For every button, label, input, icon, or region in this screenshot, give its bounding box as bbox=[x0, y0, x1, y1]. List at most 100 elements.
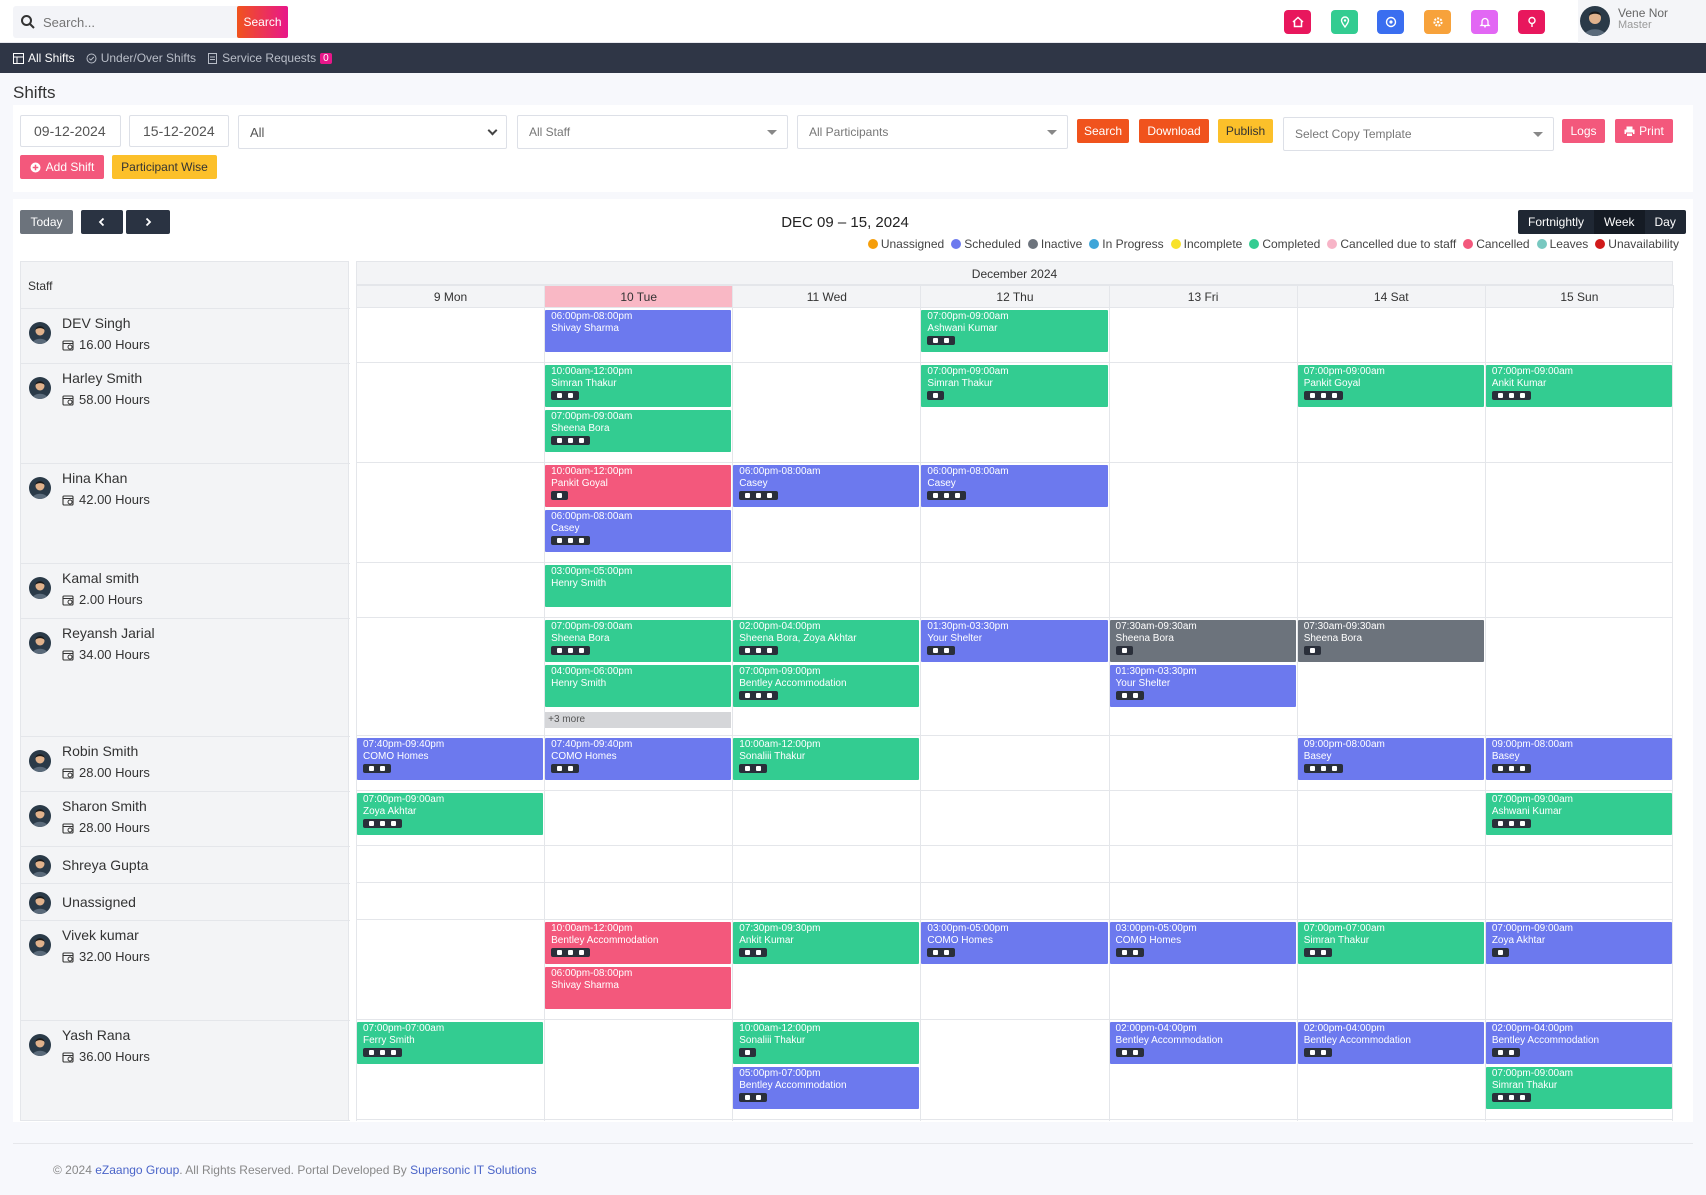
view-fortnightly[interactable]: Fortnightly bbox=[1528, 215, 1585, 229]
shift-status-icons bbox=[551, 491, 569, 500]
next-week-button[interactable] bbox=[126, 210, 170, 234]
shift-card[interactable]: 07:00pm-09:00pm Bentley Accommodation bbox=[733, 665, 920, 707]
row-divider bbox=[356, 562, 1673, 563]
shift-card[interactable]: 06:00pm-08:00pm Shivay Sharma bbox=[545, 310, 732, 352]
shift-card[interactable]: 10:00am-12:00pm Bentley Accommodation bbox=[545, 922, 732, 964]
shift-card[interactable]: 02:00pm-04:00pm Bentley Accommodation bbox=[1109, 1022, 1296, 1064]
day-header: 9 Mon bbox=[356, 285, 546, 308]
home-icon[interactable] bbox=[1284, 10, 1311, 34]
staff-name[interactable]: Yash Rana bbox=[62, 1027, 131, 1043]
shift-card[interactable]: 06:00pm-08:00am Casey bbox=[733, 465, 920, 507]
add-shift-button[interactable]: Add Shift bbox=[20, 155, 104, 179]
shift-card[interactable]: 07:00pm-09:00am Sheena Bora bbox=[545, 620, 732, 662]
shift-card[interactable]: 07:00pm-09:00am Zoya Akhtar bbox=[357, 793, 544, 835]
shift-card[interactable]: 07:40pm-09:40pm COMO Homes bbox=[545, 738, 732, 780]
shift-card[interactable]: 02:00pm-04:00pm Bentley Accommodation bbox=[1297, 1022, 1484, 1064]
staff-select[interactable]: All Staff bbox=[517, 115, 788, 149]
shift-flag-icon bbox=[756, 493, 762, 498]
shift-card[interactable]: 07:00pm-09:00am Simran Thakur bbox=[1485, 1067, 1672, 1109]
bell-icon[interactable] bbox=[1471, 10, 1498, 34]
shift-card[interactable]: 07:30am-09:30am Sheena Bora bbox=[1297, 620, 1484, 662]
view-week[interactable]: Week bbox=[1594, 210, 1645, 234]
shift-card[interactable]: 07:00pm-09:00am Ashwani Kumar bbox=[1485, 793, 1672, 835]
staff-hours: 34.00 Hours bbox=[62, 647, 150, 662]
filter-search-button[interactable]: Search bbox=[1077, 119, 1129, 143]
staff-name[interactable]: Vivek kumar bbox=[62, 927, 139, 943]
shift-card[interactable]: 09:00pm-08:00am Basey bbox=[1485, 738, 1672, 780]
shift-card[interactable]: 07:30pm-09:30pm Ankit Kumar bbox=[733, 922, 920, 964]
shift-card[interactable]: 01:30pm-03:30pm Your Shelter bbox=[1109, 665, 1296, 707]
shift-status-icons bbox=[1491, 819, 1531, 828]
user-menu[interactable]: Vene Nor Master bbox=[1578, 0, 1706, 43]
shift-card[interactable]: 04:00pm-06:00pm Henry Smith bbox=[545, 665, 732, 707]
shift-card[interactable]: 06:00pm-08:00am Casey bbox=[545, 510, 732, 552]
shift-flag-icon bbox=[557, 766, 563, 771]
today-button[interactable]: Today bbox=[20, 210, 73, 234]
date-to-input[interactable]: 15-12-2024 bbox=[129, 115, 229, 147]
staff-name[interactable]: Kamal smith bbox=[62, 570, 140, 586]
search-button[interactable]: Search bbox=[237, 6, 288, 38]
shift-card[interactable]: 02:00pm-04:00pm Bentley Accommodation bbox=[1485, 1022, 1672, 1064]
pin-icon[interactable] bbox=[1518, 10, 1545, 34]
shift-participant: Bentley Accommodation bbox=[551, 935, 659, 946]
staff-name[interactable]: Sharon Smith bbox=[62, 798, 147, 814]
view-day[interactable]: Day bbox=[1654, 215, 1676, 229]
copy-template-select[interactable]: Select Copy Template bbox=[1283, 117, 1554, 151]
participants-select[interactable]: All Participants bbox=[797, 115, 1068, 149]
publish-button[interactable]: Publish bbox=[1218, 119, 1273, 143]
logs-button[interactable]: Logs bbox=[1562, 119, 1605, 143]
shift-card[interactable]: 07:00pm-07:00am Simran Thakur bbox=[1297, 922, 1484, 964]
tab-under-over-shifts[interactable]: Under/Over Shifts bbox=[86, 51, 196, 65]
shift-card[interactable]: 09:00pm-08:00am Basey bbox=[1297, 738, 1484, 780]
gear-icon[interactable] bbox=[1424, 10, 1451, 34]
shift-card[interactable]: 01:30pm-03:30pm Your Shelter bbox=[921, 620, 1108, 662]
shift-card[interactable]: 07:00pm-09:00am Pankit Goyal bbox=[1297, 365, 1484, 407]
shift-card[interactable]: 07:00pm-09:00am Ankit Kumar bbox=[1485, 365, 1672, 407]
row-divider bbox=[356, 1019, 1673, 1020]
shift-card[interactable]: 05:00pm-07:00pm Bentley Accommodation bbox=[733, 1067, 920, 1109]
company-link[interactable]: eZaango Group bbox=[95, 1163, 180, 1177]
shift-participant: Sheena Bora, Zoya Akhtar bbox=[739, 633, 857, 644]
shift-card[interactable]: 07:00pm-09:00am Simran Thakur bbox=[921, 365, 1108, 407]
shift-card[interactable]: 03:00pm-05:00pm COMO Homes bbox=[1109, 922, 1296, 964]
shift-card[interactable]: 07:00pm-09:00am Zoya Akhtar bbox=[1485, 922, 1672, 964]
location-icon[interactable] bbox=[1331, 10, 1358, 34]
more-shifts-link[interactable]: +3 more bbox=[545, 712, 732, 728]
shift-card[interactable]: 07:30am-09:30am Sheena Bora bbox=[1109, 620, 1296, 662]
staff-name[interactable]: DEV Singh bbox=[62, 315, 131, 331]
prev-week-button[interactable] bbox=[81, 210, 123, 234]
shift-flag-icon bbox=[745, 766, 751, 771]
shift-card[interactable]: 10:00am-12:00pm Simran Thakur bbox=[545, 365, 732, 407]
shift-card[interactable]: 06:00pm-08:00pm Shivay Sharma bbox=[545, 967, 732, 1009]
participant-wise-button[interactable]: Participant Wise bbox=[112, 155, 217, 179]
shift-flag-icon bbox=[579, 648, 585, 653]
shift-card[interactable]: 07:40pm-09:40pm COMO Homes bbox=[357, 738, 544, 780]
tab-service-requests[interactable]: Service Requests 0 bbox=[207, 51, 332, 65]
shift-card[interactable]: 10:00am-12:00pm Pankit Goyal bbox=[545, 465, 732, 507]
shift-card[interactable]: 03:00pm-05:00pm Henry Smith bbox=[545, 565, 732, 607]
settings-icon[interactable] bbox=[1377, 10, 1404, 34]
shift-card[interactable]: 10:00am-12:00pm Sonaliii Thakur bbox=[733, 1022, 920, 1064]
staff-name[interactable]: Robin Smith bbox=[62, 743, 139, 759]
shift-card[interactable]: 07:00pm-07:00am Ferry Smith bbox=[357, 1022, 544, 1064]
shift-card[interactable]: 02:00pm-04:00pm Sheena Bora, Zoya Akhtar bbox=[733, 620, 920, 662]
shift-card[interactable]: 03:00pm-05:00pm COMO Homes bbox=[921, 922, 1108, 964]
shift-card[interactable]: 06:00pm-08:00am Casey bbox=[921, 465, 1108, 507]
tab-all-shifts[interactable]: All Shifts bbox=[13, 51, 75, 65]
staff-name[interactable]: Reyansh Jarial bbox=[62, 625, 155, 641]
staff-name[interactable]: Shreya Gupta bbox=[62, 857, 149, 873]
print-button[interactable]: Print bbox=[1615, 119, 1673, 143]
staff-row: Robin Smith 28.00 Hours bbox=[21, 737, 350, 792]
download-button[interactable]: Download bbox=[1139, 119, 1209, 143]
shift-card[interactable]: 10:00am-12:00pm Sonaliii Thakur bbox=[733, 738, 920, 780]
staff-name[interactable]: Harley Smith bbox=[62, 370, 143, 386]
search-input[interactable] bbox=[43, 6, 248, 38]
staff-name[interactable]: Unassigned bbox=[62, 894, 136, 910]
date-from-input[interactable]: 09-12-2024 bbox=[20, 115, 121, 147]
shift-card[interactable]: 07:00pm-09:00am Ashwani Kumar bbox=[921, 310, 1108, 352]
staff-name[interactable]: Hina Khan bbox=[62, 470, 128, 486]
shift-card[interactable]: 07:00pm-09:00am Sheena Bora bbox=[545, 410, 732, 452]
developer-link[interactable]: Supersonic IT Solutions bbox=[410, 1163, 537, 1177]
shift-flag-icon bbox=[1121, 1050, 1127, 1055]
type-select[interactable]: All bbox=[238, 115, 507, 149]
